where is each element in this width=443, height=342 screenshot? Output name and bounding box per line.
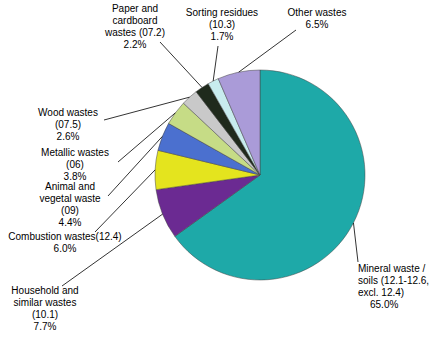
leader-line	[95, 170, 155, 232]
slice-label-line: Other wastes	[288, 7, 347, 18]
leader-line	[239, 30, 296, 72]
labels: Mineral waste /soils (12.1-12.6,excl. 12…	[8, 3, 429, 332]
slice-label: Sorting residues(10.3)	[186, 7, 258, 30]
slice-label-line: similar wastes	[14, 297, 77, 308]
pie-chart: Mineral waste /soils (12.1-12.6,excl. 12…	[0, 0, 443, 342]
slice-label: Wood wastes(07.5)	[38, 107, 98, 130]
slice-label-line: Animal and	[45, 181, 95, 192]
slice-label-line: excl. 12.4)	[358, 287, 404, 298]
slice-label-line: Sorting residues	[186, 7, 258, 18]
value-label: 3.8%	[64, 171, 87, 182]
leader-line	[160, 42, 202, 87]
value-label: 6.0%	[54, 243, 77, 254]
slice-label-line: (07.5)	[55, 119, 81, 130]
value-label: 2.6%	[57, 131, 80, 142]
pie-slice	[218, 70, 260, 175]
leader-line	[353, 223, 358, 262]
slice-label-line: Mineral waste /	[358, 263, 425, 274]
leader-line	[118, 113, 175, 162]
slice-label-line: Wood wastes	[38, 107, 98, 118]
value-label: 7.7%	[34, 321, 57, 332]
slice-label-line: (10.1)	[32, 309, 58, 320]
value-label: 1.7%	[211, 31, 234, 42]
slice-label-line: (10.3)	[209, 19, 235, 30]
leader-line	[104, 97, 190, 120]
value-label: 65.0%	[370, 299, 398, 310]
slice-label-line: Metallic wastes	[41, 147, 109, 158]
slice-label: Household andsimilar wastes(10.1)	[11, 285, 78, 320]
slice-label-line: (06)	[66, 159, 84, 170]
value-label: 2.2%	[124, 39, 147, 50]
slice-label-line: Household and	[11, 285, 78, 296]
slice-label-line: vegetal waste	[39, 193, 101, 204]
slice-label: Mineral waste /soils (12.1-12.6,excl. 12…	[358, 263, 429, 298]
slice-label-line: soils (12.1-12.6,	[358, 275, 429, 286]
slice-label-line: Combustion wastes(12.4)	[8, 231, 121, 242]
slice-label-line: Paper and	[112, 3, 158, 14]
leader-line	[213, 46, 218, 81]
slice-label-line: wastes (07.2)	[104, 27, 165, 38]
value-label: 6.5%	[306, 19, 329, 30]
slice-label-line: cardboard	[112, 15, 157, 26]
slice-label: Other wastes	[288, 7, 347, 18]
slice-label: Combustion wastes(12.4)	[8, 231, 121, 242]
slices	[155, 70, 365, 280]
slice-label: Paper andcardboardwastes (07.2)	[104, 3, 165, 38]
chart-container: Mineral waste /soils (12.1-12.6,excl. 12…	[0, 0, 443, 342]
leader-line	[108, 136, 162, 196]
slice-label: Metallic wastes(06)	[41, 147, 109, 170]
value-label: 4.4%	[59, 217, 82, 228]
slice-label: Animal andvegetal waste(09)	[39, 181, 101, 216]
slice-label-line: (09)	[61, 205, 79, 216]
